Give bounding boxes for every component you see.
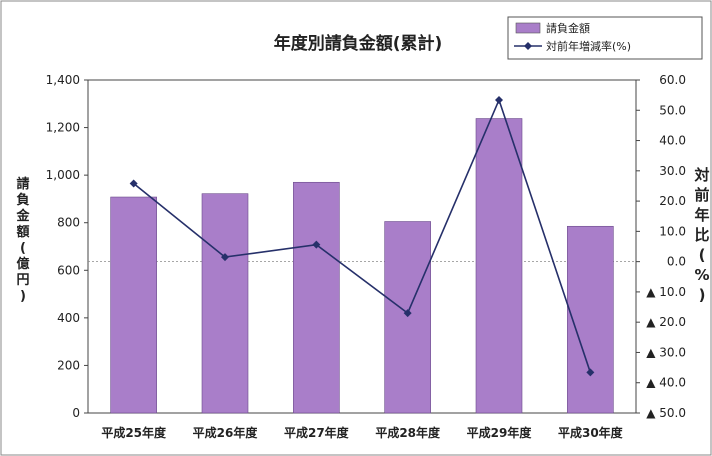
line-point-1 [221,253,229,262]
y-left-tick-label: 1,400 [46,73,80,87]
axis-title-char: 負 [16,192,29,208]
line-point-4 [495,95,503,104]
y-right-tick-label: ▲ 20.0 [646,315,686,329]
y-left-tick-label: 1,000 [46,168,80,182]
axis-title-char: ( [699,246,706,264]
line-point-5 [586,368,595,377]
y-right-tick-label: ▲ 50.0 [646,406,686,420]
y-right-tick-label: 50.0 [659,103,686,117]
legend-line-label: 対前年増減率(%) [546,39,631,53]
plot-border [87,79,637,414]
bar-4 [475,118,523,414]
axis-title-char: ) [699,286,706,304]
legend-line-marker [524,42,532,50]
line-series [129,95,595,377]
plot-area [87,79,637,414]
x-tick-label: 平成30年度 [558,425,624,440]
axis-title-char: 年 [694,206,709,224]
y-axis-left-label: 請負金額(億円) [15,176,30,304]
bar-1 [201,193,249,414]
y-right-tick-label: 10.0 [659,224,686,238]
y-right-tick-label: 40.0 [659,134,686,148]
bar-3 [384,221,431,414]
y-left-tick-label: 800 [57,216,80,230]
bar-5 [567,225,614,414]
x-tick-label: 平成25年度 [101,425,167,440]
line-path [133,97,592,373]
x-tick-label: 平成27年度 [284,425,350,440]
chart-title: 年度別請負金額(累計) [274,33,443,54]
y-right-tick-label: 30.0 [659,164,686,178]
legend-box [507,16,703,60]
axis-title-char: % [694,266,709,284]
bar-series [110,118,614,414]
y-left-tick-label: 400 [57,311,80,325]
line-point-2 [312,240,321,249]
y-right-tick-label: ▲ 10.0 [646,285,686,299]
axis-title-char: 億 [16,256,29,272]
y-right-tick-label: 60.0 [659,73,686,87]
axis-title-char: 円 [16,273,29,288]
axis-title-char: ) [20,289,26,304]
y-right-tick-label: 20.0 [659,194,686,208]
axis-title-char: 額 [15,224,29,240]
axis-title-char: 対 [693,166,709,184]
y-right-tick-label: ▲ 40.0 [646,376,686,390]
legend-bar-label: 請負金額 [546,21,590,35]
axis-title-char: 比 [694,226,709,244]
x-tick-label: 平成26年度 [193,425,259,440]
bar-2 [293,181,340,414]
line-point-3 [403,309,412,318]
axis-title-char: ( [20,241,26,256]
x-tick-label: 平成29年度 [467,425,533,440]
line-point-0 [129,179,138,188]
axis-title-char: 請 [16,176,29,192]
y-left-tick-label: 200 [57,358,80,372]
x-tick-label: 平成28年度 [375,425,441,440]
y-left-tick-label: 1,200 [46,121,80,135]
axis-title-char: 金 [15,208,30,224]
y-left-tick-label: 600 [57,263,80,277]
y-left-tick-label: 0 [72,406,80,420]
legend-bar-swatch [515,22,541,34]
axes: 0 200 400 600 800 1,000 1,200 1,400 60.0 50.0 40.0… [46,73,686,440]
legend: 請負金額 対前年増減率(%) [507,16,703,60]
y-right-tick-label: 0.0 [667,255,686,269]
axis-title-char: 前 [694,186,709,204]
y-right-tick-label: ▲ 30.0 [646,345,686,359]
bar-0 [110,196,157,414]
